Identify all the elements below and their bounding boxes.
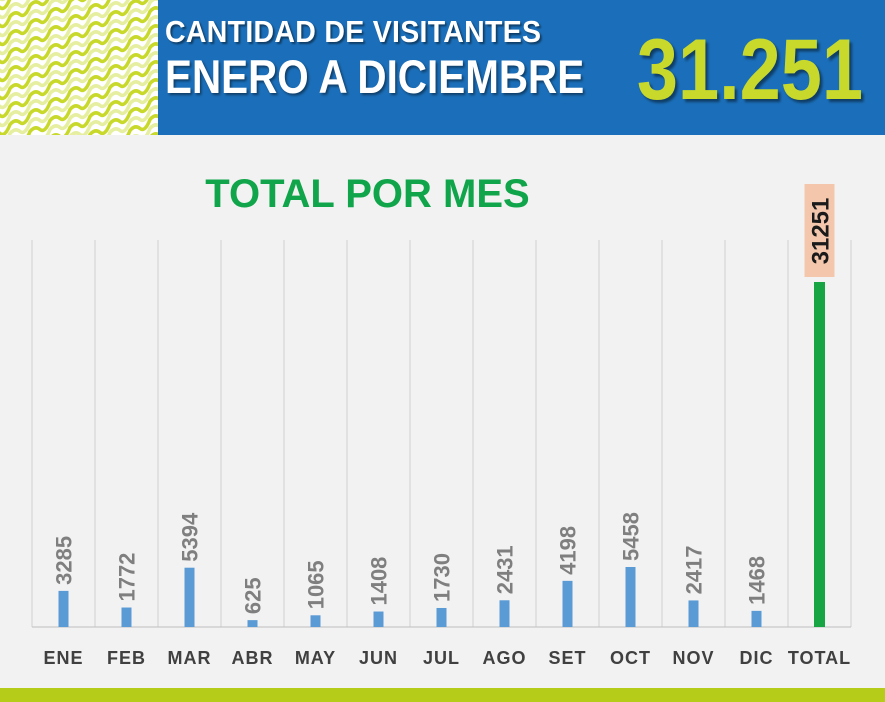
data-label-may: 1065 — [304, 560, 329, 609]
bar-ago — [499, 600, 510, 627]
category-label: FEB — [107, 648, 146, 668]
bar-dic — [751, 610, 762, 627]
header-title-line2: ENERO A DICIEMBRE — [165, 50, 585, 103]
bar-mar — [184, 567, 195, 627]
chart-title: TOTAL POR MES — [205, 172, 530, 216]
category-label: JUN — [359, 648, 398, 668]
bar-feb — [121, 607, 132, 627]
bar-oct — [625, 567, 636, 627]
category-label: ABR — [232, 648, 274, 668]
total-label-background — [804, 184, 835, 277]
header-text: CANTIDAD DE VISITANTES ENERO A DICIEMBRE — [165, 14, 652, 104]
bar-ene — [58, 590, 69, 627]
wave-pattern-decoration — [0, 0, 158, 135]
category-label: DIC — [740, 648, 774, 668]
bar-jul — [436, 607, 447, 627]
bar-set — [562, 580, 573, 627]
data-label-jun: 1408 — [367, 557, 392, 606]
bar-jun — [373, 611, 384, 627]
data-label-ene: 3285 — [52, 536, 77, 585]
bottom-accent-bar — [0, 688, 885, 702]
category-label: ENE — [43, 648, 83, 668]
header-title-line1: CANTIDAD DE VISITANTES — [165, 14, 542, 49]
data-label-jul: 1730 — [430, 553, 455, 602]
bar-may — [310, 615, 321, 627]
data-label-ago: 2431 — [493, 545, 518, 594]
bar-total — [814, 282, 825, 627]
category-label: AGO — [482, 648, 526, 668]
category-label: JUL — [423, 648, 460, 668]
category-label: MAY — [295, 648, 336, 668]
data-label-mar: 5394 — [178, 512, 203, 562]
data-label-abr: 625 — [241, 577, 266, 614]
data-label-oct: 5458 — [619, 512, 644, 561]
data-label-nov: 2417 — [682, 545, 707, 594]
bar-abr — [247, 620, 258, 627]
data-label-feb: 1772 — [115, 553, 140, 602]
category-label: MAR — [168, 648, 212, 668]
category-label: NOV — [672, 648, 714, 668]
data-label-set: 4198 — [556, 526, 581, 575]
category-label: SET — [548, 648, 586, 668]
data-label-dic: 1468 — [745, 556, 770, 605]
category-label: OCT — [610, 648, 651, 668]
header-banner: CANTIDAD DE VISITANTES ENERO A DICIEMBRE… — [0, 0, 885, 135]
category-label: TOTAL — [788, 648, 851, 668]
bar-nov — [688, 600, 699, 627]
header-total-value: 31.251 — [636, 22, 863, 118]
data-label-total: 31251 — [808, 198, 835, 265]
